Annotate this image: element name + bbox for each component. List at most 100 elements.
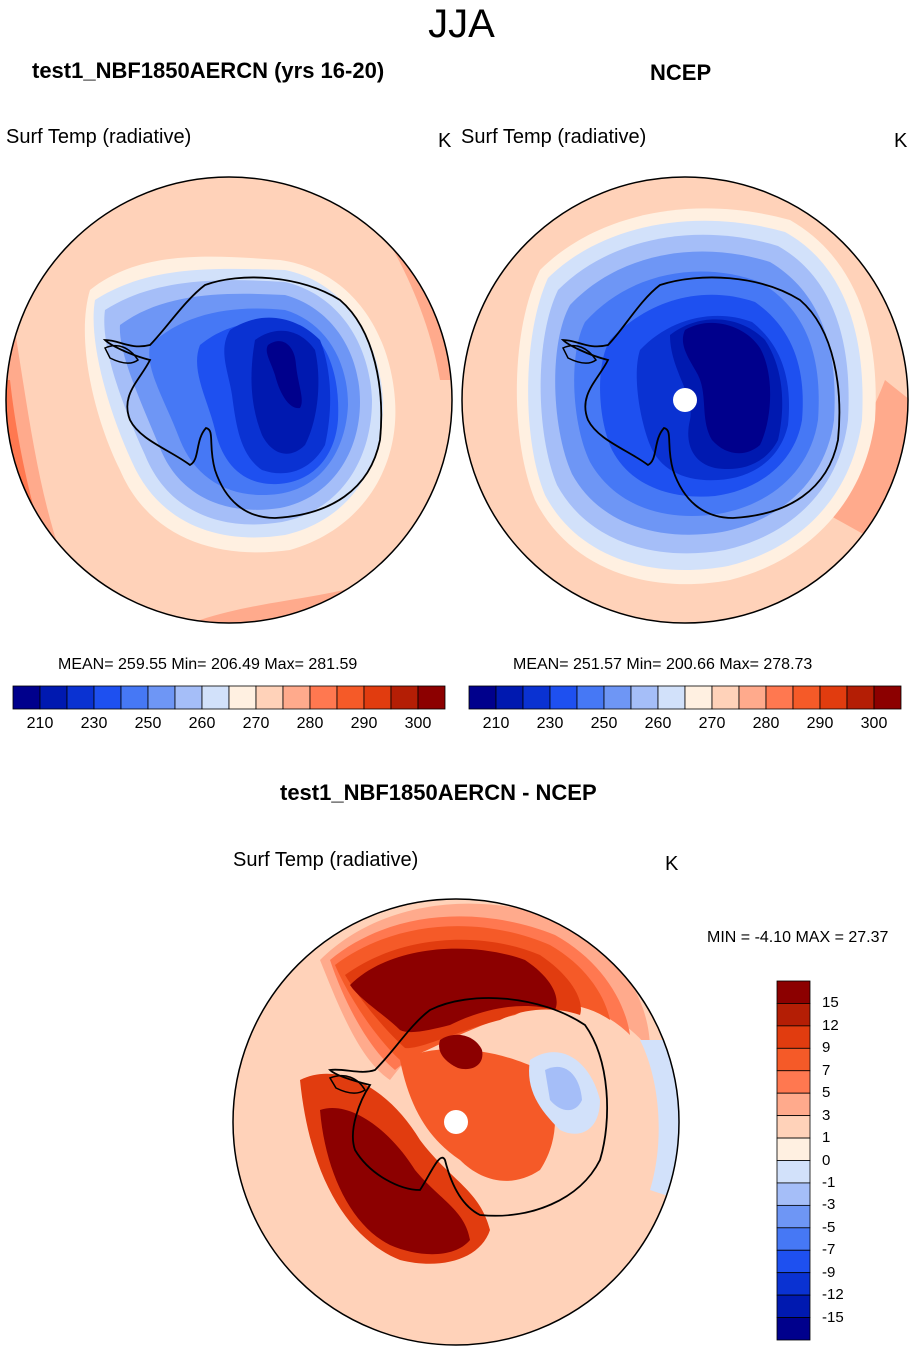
panel3-band-neg1-east bbox=[640, 1040, 679, 1200]
colorbar-swatch bbox=[120, 685, 149, 710]
colorbar-swatch bbox=[776, 1227, 811, 1251]
panel2-variable: Surf Temp (radiative) bbox=[461, 126, 647, 148]
panel3-band-7-center bbox=[400, 1049, 555, 1181]
colorbar-tick-label: 5 bbox=[822, 1084, 831, 1102]
panel3-variable: Surf Temp (radiative) bbox=[233, 849, 419, 871]
colorbar-swatch bbox=[201, 685, 230, 710]
colorbar-swatch bbox=[657, 685, 686, 710]
colorbar-swatch bbox=[468, 685, 497, 710]
colorbar-swatch bbox=[765, 685, 794, 710]
colorbar-swatch bbox=[776, 1294, 811, 1318]
panel2-title: NCEP bbox=[650, 60, 712, 85]
colorbar-tick-label: -3 bbox=[822, 1196, 836, 1214]
colorbar-swatch bbox=[711, 685, 740, 710]
panel3-title: test1_NBF1850AERCN - NCEP bbox=[280, 780, 597, 805]
colorbar-tick-label: 3 bbox=[822, 1106, 831, 1124]
panel1-stats: MEAN= 259.55 Min= 206.49 Max= 281.59 bbox=[58, 656, 358, 673]
panel1-variable: Surf Temp (radiative) bbox=[6, 126, 192, 148]
colorbar-tick-label: -5 bbox=[822, 1218, 836, 1236]
colorbar-swatch bbox=[39, 685, 68, 710]
colorbar-tick-label: 270 bbox=[698, 715, 726, 732]
panel1-title: test1_NBF1850AERCN (yrs 16-20) bbox=[32, 58, 385, 83]
colorbar-swatch bbox=[776, 1317, 811, 1341]
colorbar-tick-label: 290 bbox=[350, 715, 378, 732]
colorbar-swatch bbox=[776, 1025, 811, 1049]
colorbar-tick-label: 260 bbox=[644, 715, 672, 732]
colorbar-tick-label: -9 bbox=[822, 1263, 836, 1281]
colorbar-tick-label: 0 bbox=[822, 1151, 831, 1169]
colorbar-swatch bbox=[776, 1003, 811, 1027]
figure-title: JJA bbox=[428, 2, 495, 46]
panel1-colorbar bbox=[12, 685, 446, 710]
colorbar-tick-label: 230 bbox=[536, 715, 564, 732]
panel3-pole-hole bbox=[444, 1110, 468, 1134]
colorbar-tick-label: 12 bbox=[822, 1016, 839, 1034]
colorbar-swatch bbox=[93, 685, 122, 710]
colorbar-swatch bbox=[336, 685, 365, 710]
colorbar-tick-label: -7 bbox=[822, 1241, 836, 1259]
panel3-colorbar bbox=[776, 980, 811, 1341]
panel2-border bbox=[461, 176, 909, 624]
colorbar-swatch bbox=[819, 685, 848, 710]
panel3-band-15-center bbox=[439, 1034, 483, 1070]
colorbar-swatch bbox=[776, 1182, 811, 1206]
colorbar-tick-label: 230 bbox=[80, 715, 108, 732]
panel2-coastline bbox=[560, 276, 841, 519]
colorbar-tick-label: 290 bbox=[806, 715, 834, 732]
colorbar-tick-label: 15 bbox=[822, 994, 839, 1012]
colorbar-tick-label: 260 bbox=[188, 715, 216, 732]
panel3-stats: MIN = -4.10 MAX = 27.37 bbox=[707, 929, 889, 946]
colorbar-swatch bbox=[363, 685, 392, 710]
panel1-units: K bbox=[438, 130, 452, 152]
panel1-border bbox=[5, 176, 453, 624]
panel3-band-15-north bbox=[350, 948, 557, 1033]
panel2-peninsula bbox=[561, 344, 598, 364]
panel3-units: K bbox=[665, 853, 679, 875]
panel3-coastline bbox=[328, 997, 609, 1217]
panel2-stats: MEAN= 251.57 Min= 200.66 Max= 278.73 bbox=[513, 656, 813, 673]
colorbar-swatch bbox=[630, 685, 659, 710]
colorbar-swatch bbox=[576, 685, 605, 710]
colorbar-swatch bbox=[174, 685, 203, 710]
colorbar-swatch bbox=[846, 685, 875, 710]
colorbar-tick-label: 1 bbox=[822, 1129, 831, 1147]
colorbar-tick-label: -1 bbox=[822, 1173, 836, 1191]
colorbar-tick-label: 7 bbox=[822, 1061, 831, 1079]
colorbar-tick-label: 280 bbox=[752, 715, 780, 732]
colorbar-swatch bbox=[603, 685, 632, 710]
colorbar-swatch bbox=[776, 980, 811, 1004]
colorbar-swatch bbox=[776, 1204, 811, 1229]
colorbar-swatch bbox=[495, 685, 524, 710]
colorbar-swatch bbox=[776, 1092, 811, 1117]
colorbar-swatch bbox=[282, 685, 311, 710]
panel3-border bbox=[232, 898, 680, 1346]
colorbar-swatch bbox=[390, 685, 419, 710]
colorbar-swatch bbox=[776, 1070, 811, 1094]
colorbar-swatch bbox=[255, 685, 284, 710]
colorbar-swatch bbox=[417, 685, 446, 710]
colorbar-tick-label: 210 bbox=[482, 715, 510, 732]
colorbar-swatch bbox=[66, 685, 95, 710]
colorbar-swatch bbox=[776, 1160, 811, 1184]
panel1-band-210 bbox=[266, 341, 302, 409]
colorbar-swatch bbox=[228, 685, 257, 710]
colorbar-swatch bbox=[147, 685, 176, 710]
panel2-pole-hole bbox=[673, 388, 697, 412]
panel2-colorbar bbox=[468, 685, 902, 710]
colorbar-swatch bbox=[792, 685, 821, 710]
colorbar-tick-label: 250 bbox=[134, 715, 162, 732]
colorbar-swatch bbox=[776, 1115, 811, 1139]
colorbar-tick-label: 210 bbox=[26, 715, 54, 732]
colorbar-tick-label: -12 bbox=[822, 1286, 844, 1304]
colorbar-tick-label: 9 bbox=[822, 1039, 831, 1057]
panel1-peninsula bbox=[103, 344, 140, 364]
colorbar-swatch bbox=[309, 685, 338, 710]
panel2-units: K bbox=[894, 130, 908, 152]
colorbar-tick-label: 250 bbox=[590, 715, 618, 732]
panel3-peninsula bbox=[328, 1074, 367, 1094]
colorbar-swatch bbox=[684, 685, 713, 710]
colorbar-swatch bbox=[776, 1137, 811, 1161]
colorbar-tick-label: 300 bbox=[860, 715, 888, 732]
colorbar-swatch bbox=[522, 685, 551, 710]
